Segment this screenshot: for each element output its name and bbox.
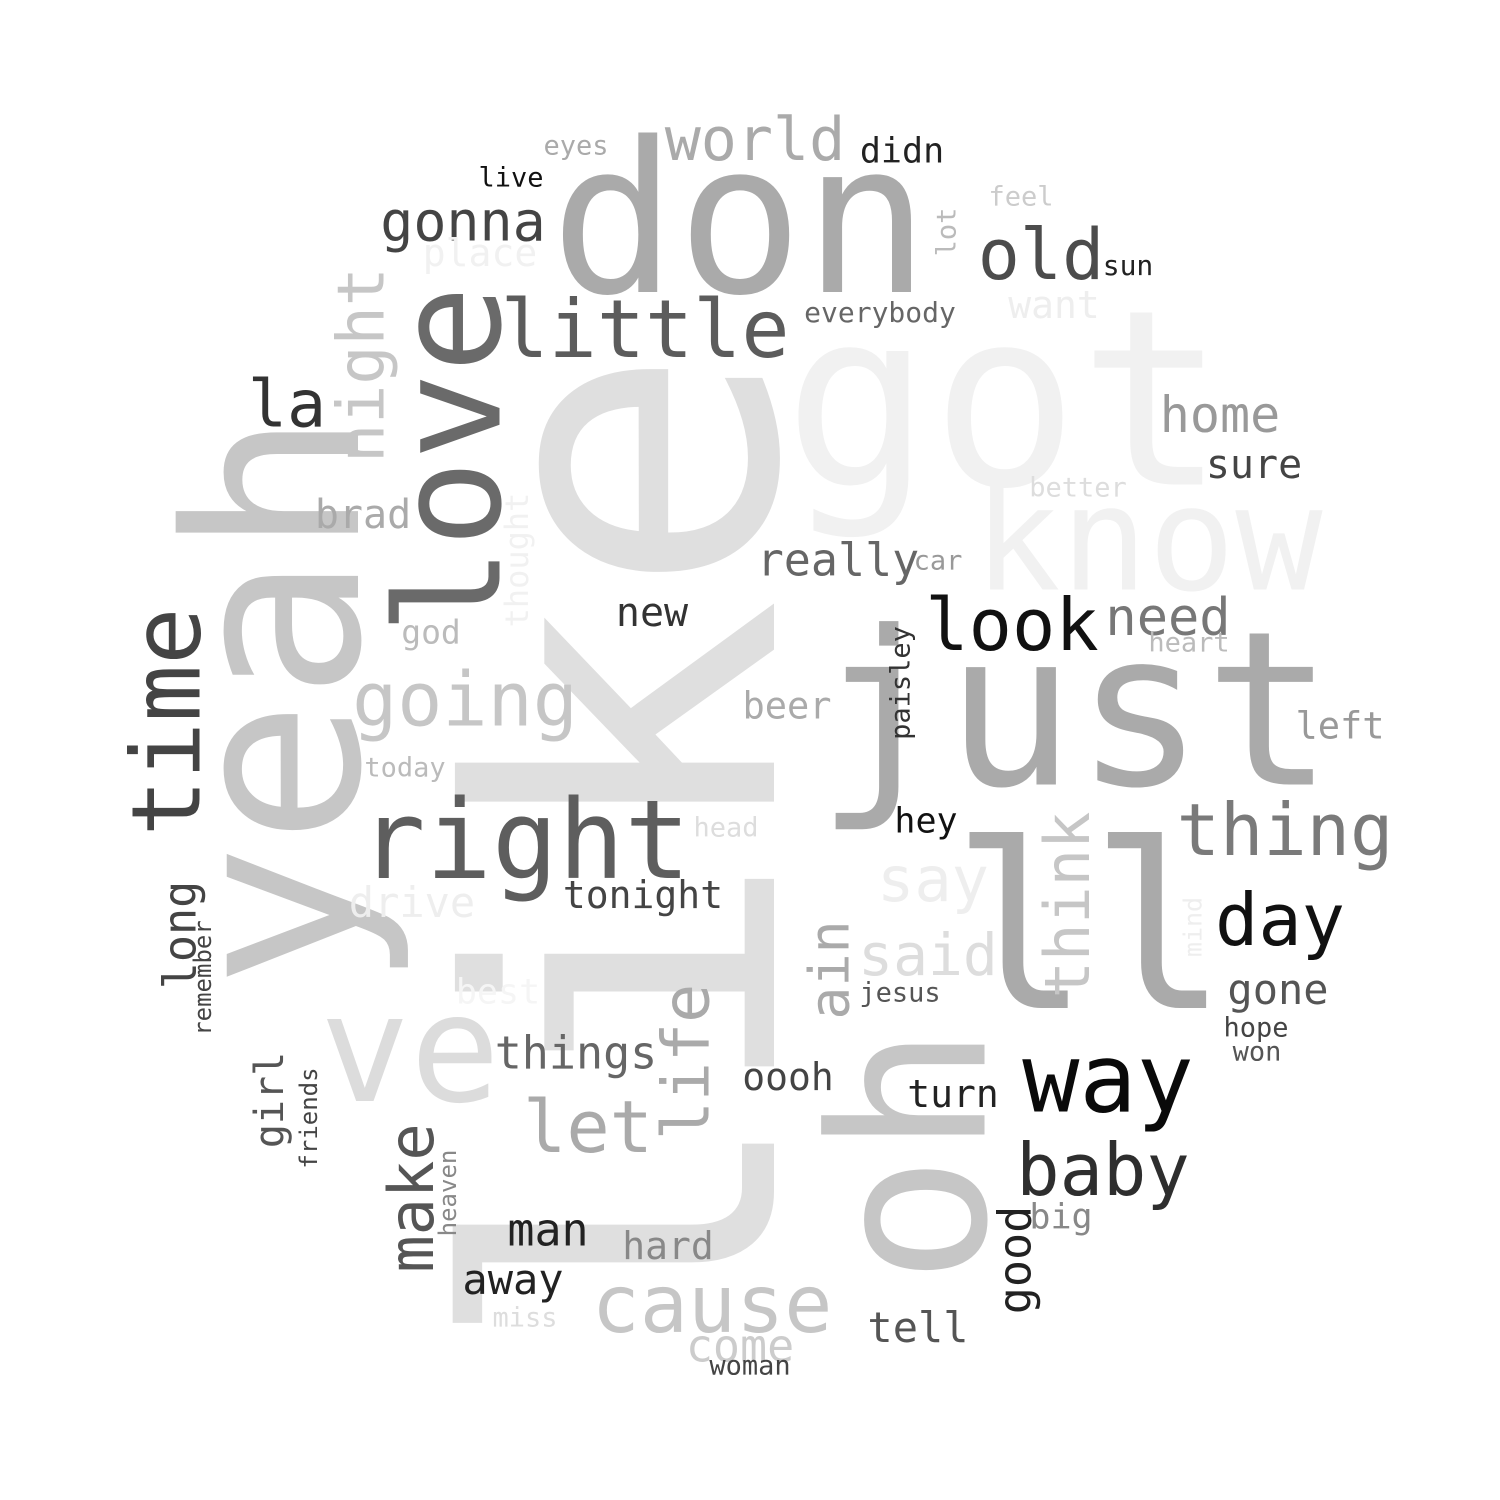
word-god: god bbox=[401, 612, 461, 652]
word-cause: cause bbox=[591, 1258, 833, 1351]
word-gone: gone bbox=[1227, 965, 1329, 1014]
word-tell: tell bbox=[867, 1303, 969, 1352]
word-know: know bbox=[973, 455, 1323, 625]
word-day: day bbox=[1214, 878, 1346, 962]
word-baby: baby bbox=[1016, 1128, 1190, 1212]
word-everybody: everybody bbox=[804, 296, 956, 329]
word-eyes: eyes bbox=[543, 130, 609, 162]
word-miss: miss bbox=[492, 1302, 558, 1334]
word-head: head bbox=[693, 812, 759, 844]
word-gonna: gonna bbox=[380, 189, 546, 254]
word-drive: drive bbox=[348, 878, 476, 927]
word-new: new bbox=[615, 590, 689, 636]
word-said: said bbox=[858, 921, 998, 989]
word-old: old bbox=[977, 214, 1105, 296]
word-life: life bbox=[649, 983, 725, 1141]
word-lot: lot bbox=[931, 207, 963, 257]
word-turn: turn bbox=[907, 1072, 999, 1116]
word-la: la bbox=[247, 367, 327, 443]
word-little: little bbox=[500, 283, 790, 376]
word-want: want bbox=[1008, 283, 1100, 327]
word-mind: mind bbox=[1178, 896, 1208, 958]
word-man: man bbox=[507, 1203, 589, 1257]
word-heart: heart bbox=[1148, 627, 1230, 659]
word-time: time bbox=[112, 607, 223, 837]
word-remember: remember bbox=[189, 920, 217, 1036]
word-place: place bbox=[422, 231, 538, 275]
word-thought: thought bbox=[498, 492, 536, 628]
word-didn: didn bbox=[859, 131, 945, 172]
word-sun: sun bbox=[1102, 249, 1154, 282]
word-come: come bbox=[685, 1319, 795, 1373]
word-today: today bbox=[364, 752, 446, 784]
word-way: way bbox=[1022, 1024, 1194, 1135]
word-sure: sure bbox=[1205, 442, 1303, 488]
word-right: right bbox=[359, 776, 691, 904]
word-home: home bbox=[1159, 386, 1281, 444]
word-best: best bbox=[455, 972, 541, 1013]
word-car: car bbox=[913, 545, 963, 577]
word-brad: brad bbox=[314, 492, 412, 538]
word-better: better bbox=[1029, 472, 1127, 504]
word-thing: thing bbox=[1176, 788, 1394, 872]
word-oooh: oooh bbox=[742, 1055, 834, 1099]
word-paisley: paisley bbox=[885, 626, 917, 740]
word-live: live bbox=[478, 162, 544, 194]
word-ll: ll bbox=[951, 796, 1229, 1063]
word-think: think bbox=[1031, 811, 1104, 999]
word-just: just bbox=[816, 584, 1334, 836]
word-going: going bbox=[352, 655, 578, 744]
word-hope: hope bbox=[1223, 1012, 1289, 1044]
word-woman: woman bbox=[709, 1350, 791, 1382]
word-got: got bbox=[783, 257, 1227, 543]
word-away: away bbox=[462, 1255, 564, 1304]
word-heaven: heaven bbox=[434, 1149, 462, 1237]
word-world: world bbox=[664, 105, 846, 175]
word-friends: friends bbox=[295, 1067, 323, 1169]
word-won: won bbox=[1232, 1036, 1282, 1068]
word-tonight: tonight bbox=[562, 873, 724, 917]
word-hard: hard bbox=[622, 1224, 714, 1268]
word-things: things bbox=[494, 1026, 658, 1080]
word-girl: girl bbox=[247, 1051, 293, 1149]
word-hey: hey bbox=[894, 801, 958, 842]
word-jesus: jesus bbox=[859, 977, 941, 1009]
word-oh: oh bbox=[784, 1025, 1036, 1285]
word-say: say bbox=[877, 843, 989, 916]
word-left: left bbox=[1295, 704, 1385, 748]
word-ve: ve bbox=[319, 963, 501, 1137]
word-big: big bbox=[1029, 1197, 1093, 1238]
word-beer: beer bbox=[742, 684, 832, 728]
word-let: let bbox=[522, 1085, 654, 1169]
word-ain: ain bbox=[797, 920, 862, 1020]
word-night: night bbox=[324, 267, 400, 463]
word-need: need bbox=[1105, 588, 1231, 648]
word-look: look bbox=[925, 583, 1099, 667]
word-feel: feel bbox=[988, 181, 1054, 213]
word-really: really bbox=[756, 533, 920, 587]
word-don: don bbox=[550, 97, 930, 342]
